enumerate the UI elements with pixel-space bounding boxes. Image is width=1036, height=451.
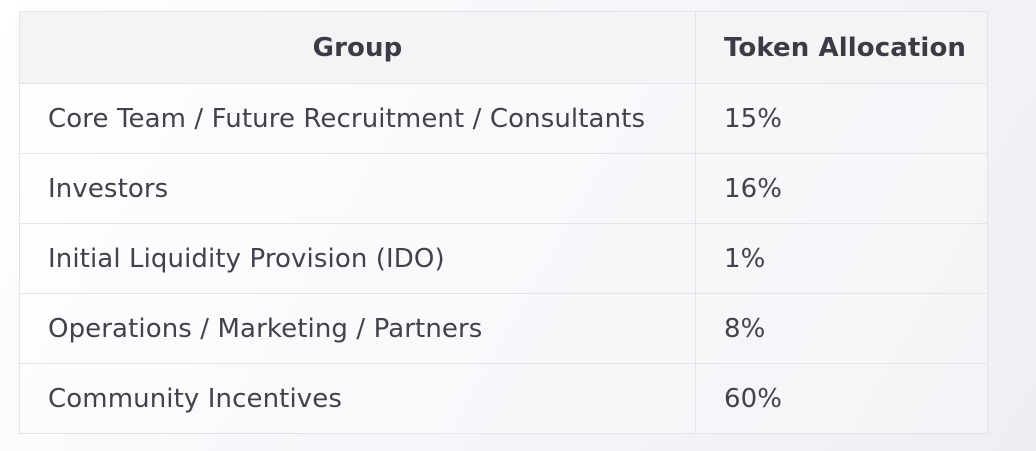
table-row: Operations / Marketing / Partners 8% — [19, 293, 988, 364]
token-allocation-table-container: Group Token Allocation Core Team / Futur… — [19, 11, 988, 434]
table-row: Core Team / Future Recruitment / Consult… — [19, 83, 988, 154]
allocation-cell: 16% — [695, 153, 988, 224]
table-row: Community Incentives 60% — [19, 363, 988, 434]
group-cell: Operations / Marketing / Partners — [19, 293, 696, 364]
table-header-row: Group Token Allocation — [19, 11, 988, 84]
allocation-cell: 8% — [695, 293, 988, 364]
group-cell: Core Team / Future Recruitment / Consult… — [19, 83, 696, 154]
header-group: Group — [19, 11, 696, 84]
token-allocation-table: Group Token Allocation Core Team / Futur… — [19, 11, 988, 434]
allocation-cell: 1% — [695, 223, 988, 294]
group-cell: Investors — [19, 153, 696, 224]
group-cell: Community Incentives — [19, 363, 696, 434]
table-row: Initial Liquidity Provision (IDO) 1% — [19, 223, 988, 294]
group-cell: Initial Liquidity Provision (IDO) — [19, 223, 696, 294]
allocation-cell: 15% — [695, 83, 988, 154]
allocation-cell: 60% — [695, 363, 988, 434]
table-row: Investors 16% — [19, 153, 988, 224]
header-token-allocation: Token Allocation — [695, 11, 988, 84]
